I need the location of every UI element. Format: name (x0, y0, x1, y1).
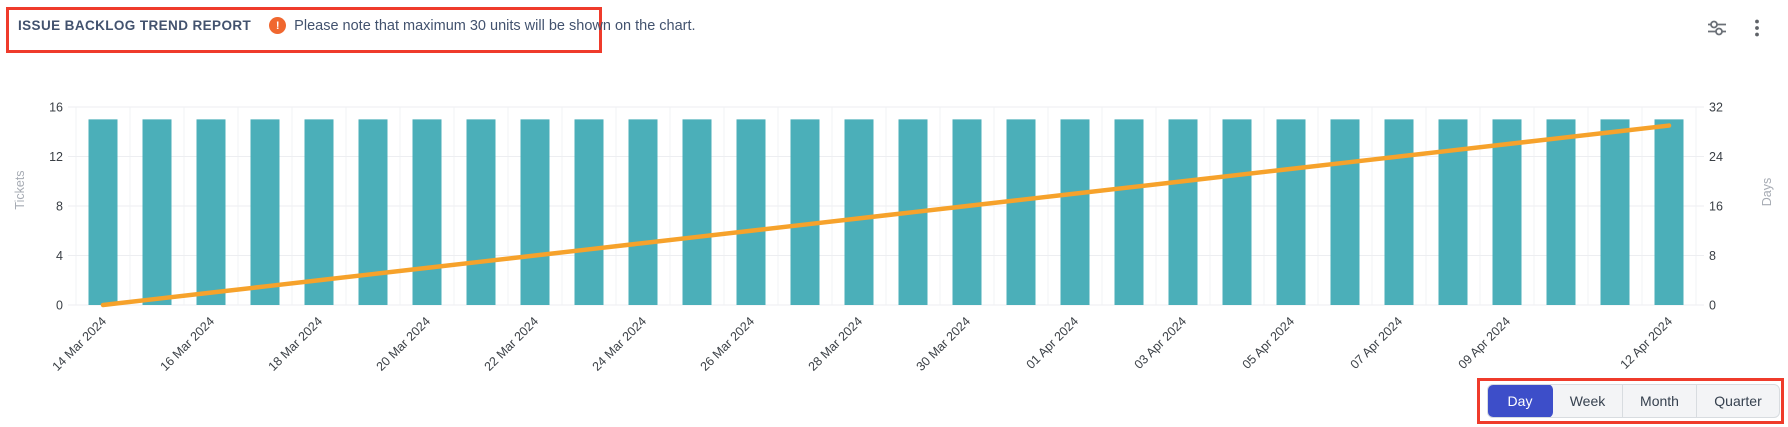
left-axis-tick-label: 0 (56, 299, 63, 313)
bar[interactable] (1330, 119, 1360, 305)
bar[interactable] (1006, 119, 1036, 305)
x-axis-tick-label: 16 Mar 2024 (158, 314, 218, 374)
bar[interactable] (1492, 119, 1522, 305)
period-button-week[interactable]: Week (1553, 385, 1623, 417)
bar[interactable] (88, 119, 118, 305)
left-axis-name: Tickets (13, 170, 27, 209)
x-axis-tick-label: 24 Mar 2024 (590, 314, 650, 374)
left-axis-tick-label: 4 (56, 249, 63, 263)
right-axis-tick-label: 32 (1709, 101, 1723, 115)
trend-line[interactable] (100, 123, 1672, 308)
bar[interactable] (1546, 119, 1576, 305)
sliders-icon (1708, 20, 1726, 36)
x-axis-tick-label: 09 Apr 2024 (1456, 314, 1514, 372)
alert-circle-icon: ! (269, 17, 287, 34)
x-axis-tick-label: 03 Apr 2024 (1132, 314, 1190, 372)
page-title: ISSUE BACKLOG TREND REPORT (18, 18, 252, 33)
x-axis-tick-label: 07 Apr 2024 (1348, 314, 1406, 372)
bar[interactable] (1384, 119, 1414, 305)
bar[interactable] (790, 119, 820, 305)
left-axis-tick-label: 8 (56, 200, 63, 214)
x-axis-tick-label: 22 Mar 2024 (482, 314, 542, 374)
bar[interactable] (520, 119, 550, 305)
period-toggle-group: Day Week Month Quarter (1487, 384, 1780, 418)
bar[interactable] (466, 119, 496, 305)
period-button-quarter[interactable]: Quarter (1697, 385, 1779, 417)
bar[interactable] (1222, 119, 1252, 305)
report-header: ISSUE BACKLOG TREND REPORT ! Please note… (18, 17, 696, 34)
chart-limit-note: Please note that maximum 30 units will b… (294, 17, 696, 34)
period-button-month[interactable]: Month (1623, 385, 1697, 417)
bar[interactable] (1276, 119, 1306, 305)
bar[interactable] (412, 119, 442, 305)
right-axis-tick-label: 8 (1709, 249, 1716, 263)
bar[interactable] (844, 119, 874, 305)
bar[interactable] (1600, 119, 1630, 305)
bar[interactable] (682, 119, 712, 305)
sliders-filter-button[interactable] (1704, 15, 1730, 41)
period-button-day[interactable]: Day (1488, 385, 1553, 417)
bar[interactable] (952, 119, 982, 305)
right-axis-tick-label: 24 (1709, 150, 1723, 164)
x-axis-tick-label: 05 Apr 2024 (1240, 314, 1298, 372)
right-axis-name: Days (1760, 178, 1774, 206)
bar[interactable] (1654, 119, 1684, 305)
bar[interactable] (574, 119, 604, 305)
kebab-menu-icon (1755, 19, 1759, 37)
bar[interactable] (1060, 119, 1090, 305)
right-axis-tick-label: 16 (1709, 200, 1723, 214)
x-axis-tick-label: 18 Mar 2024 (266, 314, 326, 374)
kebab-menu-button[interactable] (1744, 15, 1770, 41)
x-axis-tick-label: 01 Apr 2024 (1024, 314, 1082, 372)
left-axis-tick-label: 16 (49, 101, 63, 115)
x-axis-tick-label: 30 Mar 2024 (914, 314, 974, 374)
bar[interactable] (1114, 119, 1144, 305)
x-axis-tick-label: 26 Mar 2024 (698, 314, 758, 374)
bar[interactable] (628, 119, 658, 305)
x-axis-tick-label: 12 Apr 2024 (1618, 314, 1676, 372)
bar[interactable] (250, 119, 280, 305)
bar[interactable] (304, 119, 334, 305)
bar[interactable] (736, 119, 766, 305)
bar[interactable] (142, 119, 172, 305)
x-axis-tick-label: 28 Mar 2024 (806, 314, 866, 374)
x-axis-tick-label: 14 Mar 2024 (50, 314, 110, 374)
bar[interactable] (1168, 119, 1198, 305)
left-axis-tick-label: 12 (49, 150, 63, 164)
bar[interactable] (196, 119, 226, 305)
right-axis-tick-label: 0 (1709, 299, 1716, 313)
x-axis-tick-label: 20 Mar 2024 (374, 314, 434, 374)
